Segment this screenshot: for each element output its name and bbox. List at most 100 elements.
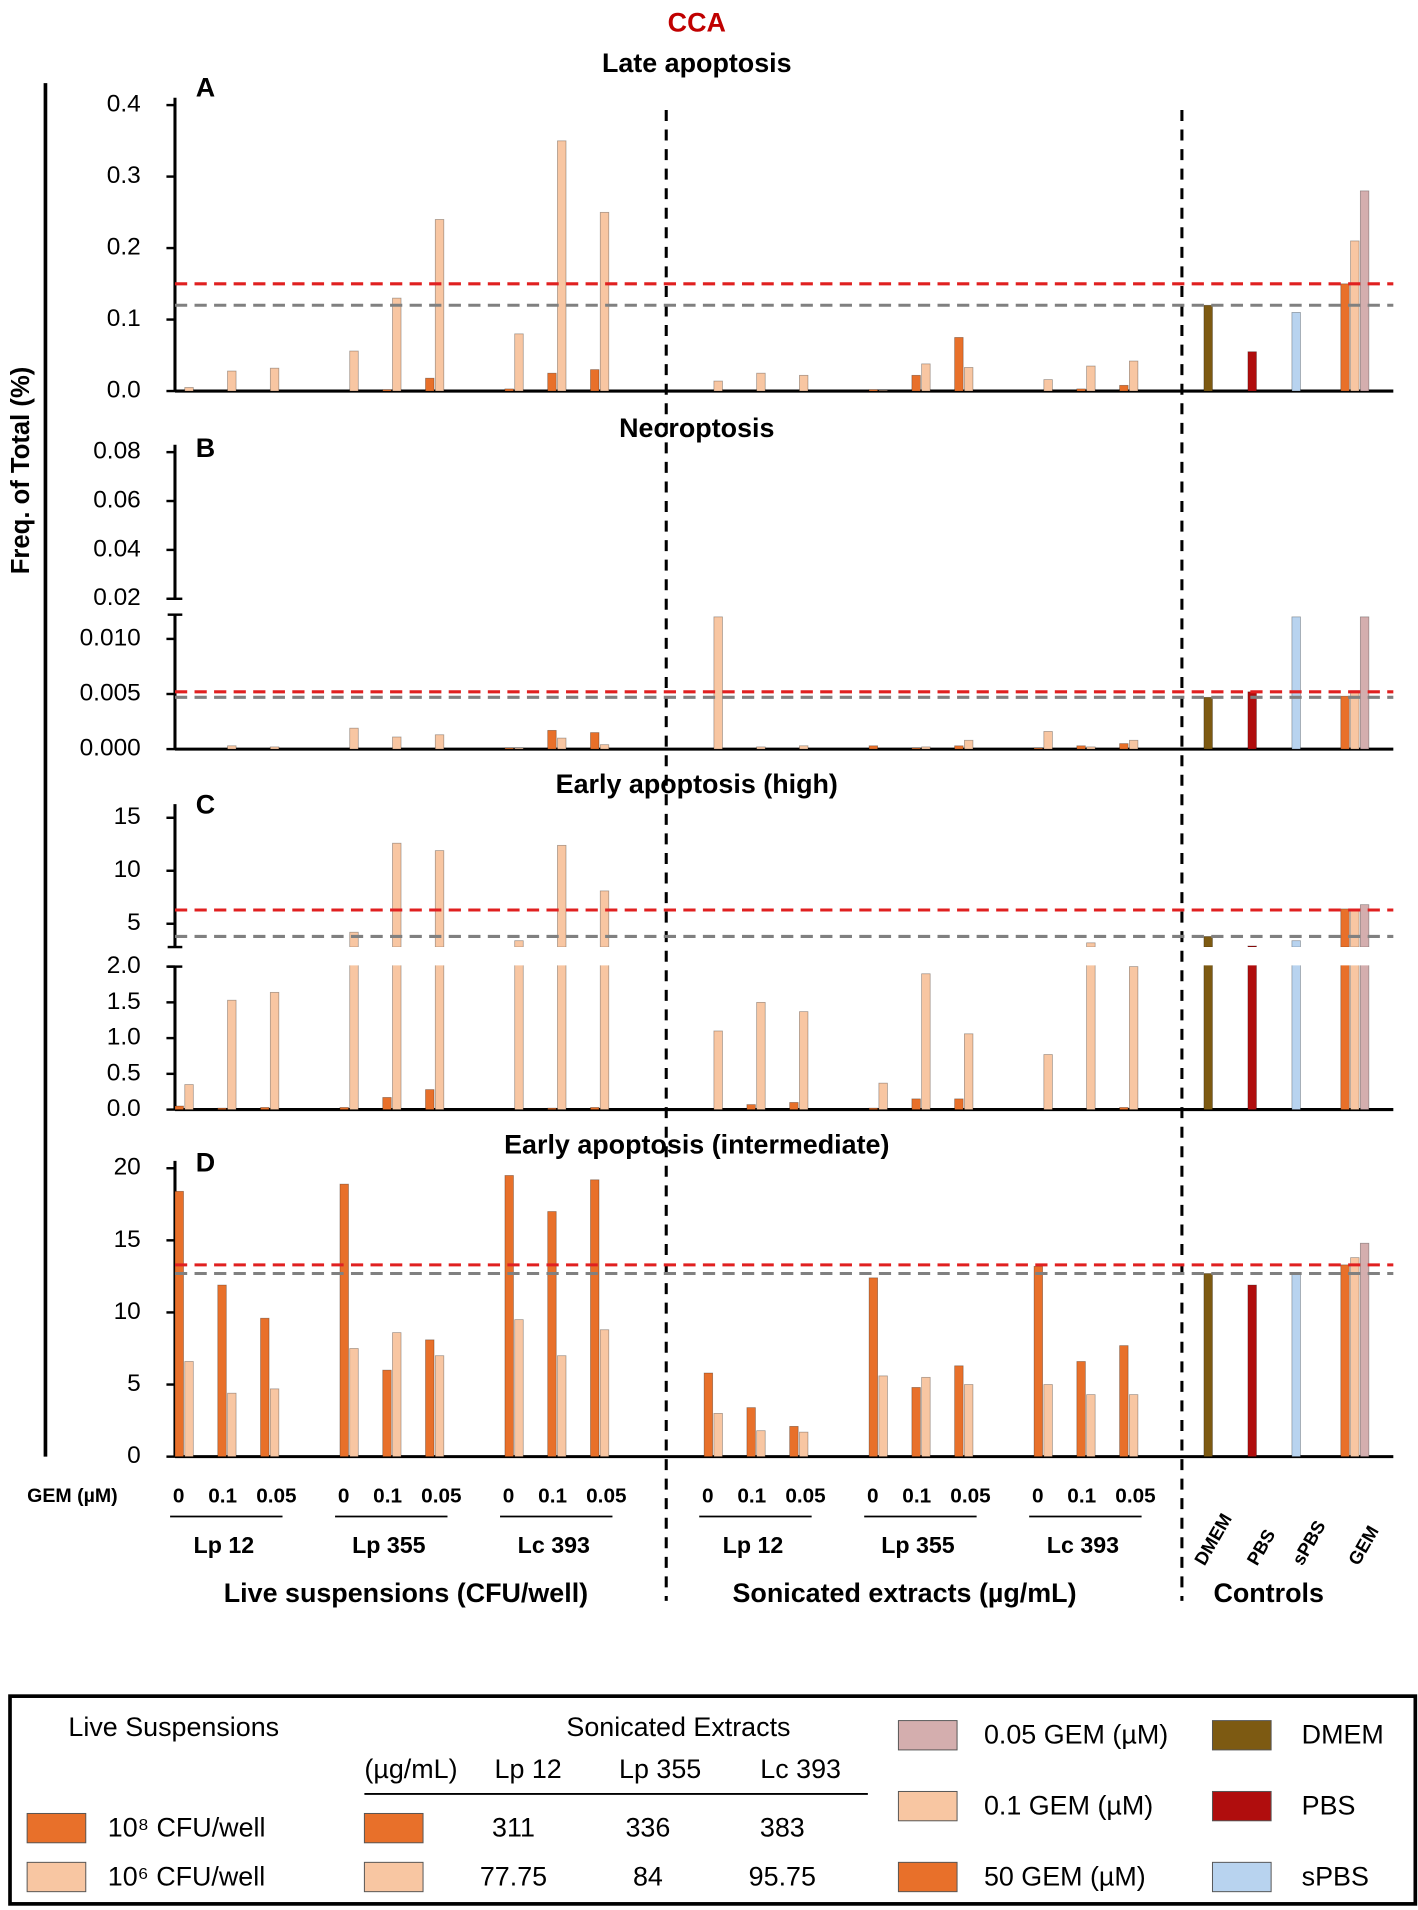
bar xyxy=(1076,745,1086,750)
bar xyxy=(954,1098,964,1110)
bar xyxy=(1086,942,1096,948)
bar xyxy=(713,1413,723,1457)
legend-text: 311 xyxy=(492,1812,535,1842)
bar xyxy=(227,370,237,392)
dose-label: 0.05 xyxy=(950,1484,990,1507)
bar xyxy=(713,380,723,392)
panel-title: Necroptosis xyxy=(619,413,774,443)
y-tick-label: 0.4 xyxy=(107,91,141,118)
bar xyxy=(746,1407,756,1457)
bar xyxy=(1119,1107,1129,1110)
y-tick-label: 15 xyxy=(114,1226,141,1253)
dose-label: 0 xyxy=(173,1484,185,1507)
panel-label: B xyxy=(196,433,215,463)
bar xyxy=(713,1030,723,1110)
bar xyxy=(1340,908,1350,948)
bar xyxy=(799,1011,809,1110)
bar xyxy=(514,747,524,750)
bar xyxy=(217,1284,227,1457)
bar xyxy=(557,737,567,750)
section-label: Controls xyxy=(1213,1578,1323,1608)
legend-text: Lp 12 xyxy=(495,1754,562,1784)
bar xyxy=(184,387,194,392)
bar xyxy=(1247,691,1257,750)
bar xyxy=(1119,384,1129,392)
bar xyxy=(1203,965,1213,1110)
bar xyxy=(184,1361,194,1457)
dose-label: 0.1 xyxy=(902,1484,931,1507)
bar xyxy=(514,940,524,948)
bar xyxy=(504,1175,514,1457)
bar xyxy=(1043,379,1053,392)
bar xyxy=(434,850,445,948)
bar xyxy=(1086,965,1096,1110)
dose-label: 0.05 xyxy=(785,1484,825,1507)
strain-label: Lp 355 xyxy=(352,1532,426,1558)
y-tick-label: 15 xyxy=(114,803,141,830)
legend-swatch xyxy=(897,1861,958,1893)
bar xyxy=(557,1355,567,1457)
bar xyxy=(557,844,567,948)
bar xyxy=(590,1179,600,1457)
bar xyxy=(599,211,610,392)
strain-label: Lp 355 xyxy=(881,1532,955,1558)
bar xyxy=(504,747,514,750)
bar xyxy=(954,745,964,750)
dose-label: 0.1 xyxy=(208,1484,237,1507)
bar xyxy=(1129,360,1139,392)
bar xyxy=(1129,966,1139,1110)
bar xyxy=(504,388,514,392)
y-tick-label: 0.5 xyxy=(107,1059,141,1086)
bar xyxy=(434,734,445,750)
bar xyxy=(227,1392,237,1457)
dose-label: 0.05 xyxy=(256,1484,296,1507)
legend-swatch xyxy=(363,1812,424,1844)
bar xyxy=(911,1387,921,1457)
bar xyxy=(425,1089,435,1110)
bar xyxy=(1247,965,1257,1110)
bar xyxy=(1291,312,1301,392)
legend-swatch xyxy=(1211,1790,1272,1822)
bar xyxy=(599,890,610,948)
control-label: sPBS xyxy=(1287,1517,1329,1569)
bar xyxy=(1359,190,1370,392)
bar xyxy=(1076,1361,1086,1457)
bar xyxy=(878,1082,888,1110)
bar xyxy=(1350,908,1360,948)
bar xyxy=(703,1372,714,1457)
bar xyxy=(868,745,879,750)
bar xyxy=(557,965,567,1110)
y-tick-label: 20 xyxy=(114,1154,141,1181)
bar xyxy=(921,973,931,1110)
bar xyxy=(227,999,237,1110)
bar xyxy=(1076,388,1086,392)
legend-text: 77.75 xyxy=(480,1861,547,1891)
dose-label: 0.1 xyxy=(1067,1484,1096,1507)
bar xyxy=(269,991,280,1110)
bar xyxy=(921,363,931,392)
legend-text: Sonicated Extracts xyxy=(566,1712,790,1742)
bar xyxy=(1086,1394,1096,1457)
bar xyxy=(349,350,359,392)
bar xyxy=(1043,731,1053,750)
legend-swatch xyxy=(26,1812,87,1844)
bar xyxy=(349,1348,359,1457)
section-label: Sonicated extracts (µg/mL) xyxy=(732,1578,1076,1608)
bar xyxy=(964,1384,974,1457)
bar xyxy=(1119,1345,1129,1457)
bar xyxy=(756,1001,766,1110)
legend-text: 0.1 GEM (µM) xyxy=(984,1790,1153,1820)
y-tick-label: 0.000 xyxy=(80,735,141,762)
bar xyxy=(392,1332,402,1457)
legend-swatch xyxy=(1211,1861,1272,1893)
panel-title: Late apoptosis xyxy=(602,48,792,78)
panel-title: Early apoptosis (intermediate) xyxy=(504,1129,889,1159)
bar xyxy=(1291,940,1301,948)
bar xyxy=(1203,304,1213,392)
y-tick-label: 5 xyxy=(127,1370,141,1397)
bar xyxy=(392,736,402,750)
bar xyxy=(1340,1264,1350,1457)
bar xyxy=(756,1430,766,1457)
dose-label: 0 xyxy=(702,1484,714,1507)
